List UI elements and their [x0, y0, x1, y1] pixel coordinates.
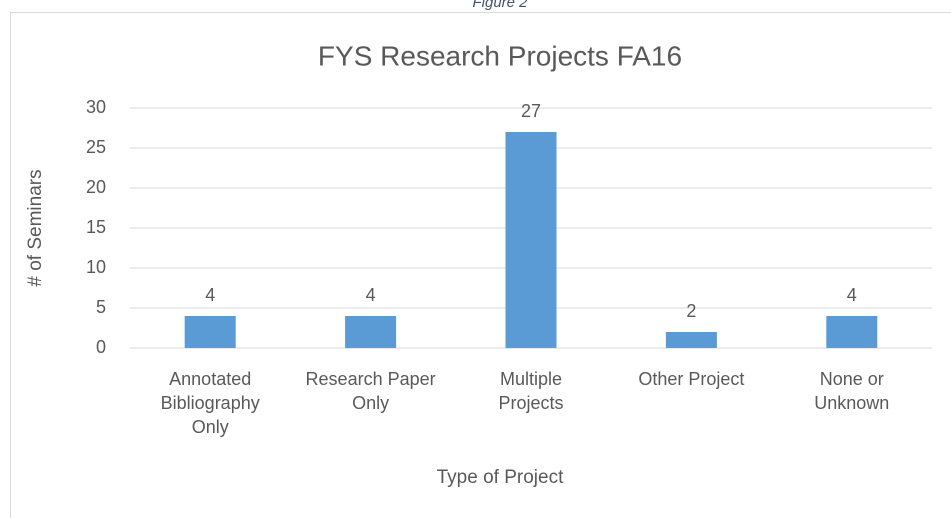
y-tick-label: 10 [86, 257, 106, 277]
bar [505, 132, 557, 348]
x-tick-label: Annotated Bibliography Only [160, 369, 260, 437]
bar [184, 316, 236, 348]
chart-title: FYS Research Projects FA16 [318, 40, 682, 71]
y-tick-label: 0 [96, 337, 106, 357]
x-axis-label: Type of Project [437, 467, 564, 488]
y-tick-label: 25 [86, 137, 106, 157]
y-axis-label: # of Seminars [25, 169, 46, 286]
data-label: 4 [847, 285, 857, 305]
data-label: 27 [521, 101, 541, 121]
bar [826, 316, 878, 348]
data-label: 4 [205, 285, 215, 305]
x-tick-label: Other Project [638, 369, 745, 389]
caption: Figure 2 [472, 0, 528, 11]
data-label: 2 [686, 301, 696, 321]
x-tick-label: Research Paper Only [305, 369, 436, 413]
y-tick-label: 15 [86, 217, 106, 237]
bar [665, 332, 717, 348]
bar [345, 316, 397, 348]
data-label: 4 [366, 285, 376, 305]
x-tick-label: Multiple Projects [498, 369, 564, 413]
y-tick-label: 20 [86, 177, 106, 197]
x-tick-label: None or Unknown [814, 369, 890, 413]
chart-border [10, 12, 951, 518]
y-tick-label: 30 [86, 97, 106, 117]
y-tick-label: 5 [96, 297, 106, 317]
